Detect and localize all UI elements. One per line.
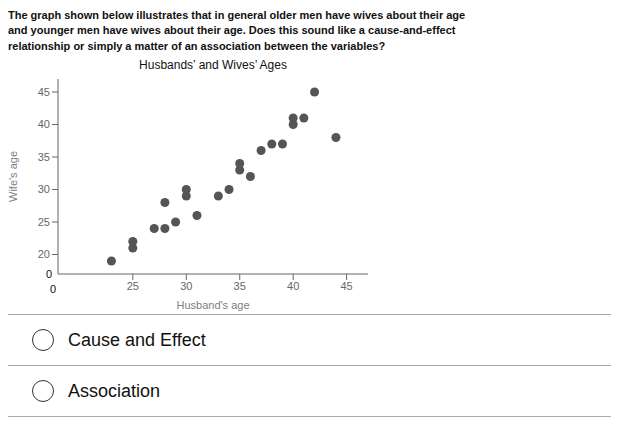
html-text:Association: Association xyxy=(68,380,161,401)
svg-text:Husband's age: Husband's age xyxy=(176,299,249,311)
svg-text:35: 35 xyxy=(234,280,246,292)
svg-text:Wife's age: Wife's age xyxy=(8,151,19,202)
svg-text:45: 45 xyxy=(340,280,352,292)
html-text:The graph shown below illustra: The graph shown below illustrates that i… xyxy=(8,9,466,52)
html-text:Cause and Effect: Cause and Effect xyxy=(68,329,206,350)
svg-text:25: 25 xyxy=(38,216,50,228)
svg-text:30: 30 xyxy=(180,280,192,292)
svg-text:25: 25 xyxy=(127,280,139,292)
svg-text:40: 40 xyxy=(287,280,299,292)
html-text:Husbands’ and Wives’ Ages: Husbands’ and Wives’ Ages xyxy=(139,58,287,73)
svg-text:45: 45 xyxy=(38,86,50,98)
svg-text:40: 40 xyxy=(38,119,50,131)
svg-text:35: 35 xyxy=(38,151,50,163)
svg-text:30: 30 xyxy=(38,184,50,196)
svg-text:20: 20 xyxy=(38,249,50,261)
html-text:0: 0 xyxy=(49,283,57,296)
html-text:0: 0 xyxy=(45,268,52,281)
